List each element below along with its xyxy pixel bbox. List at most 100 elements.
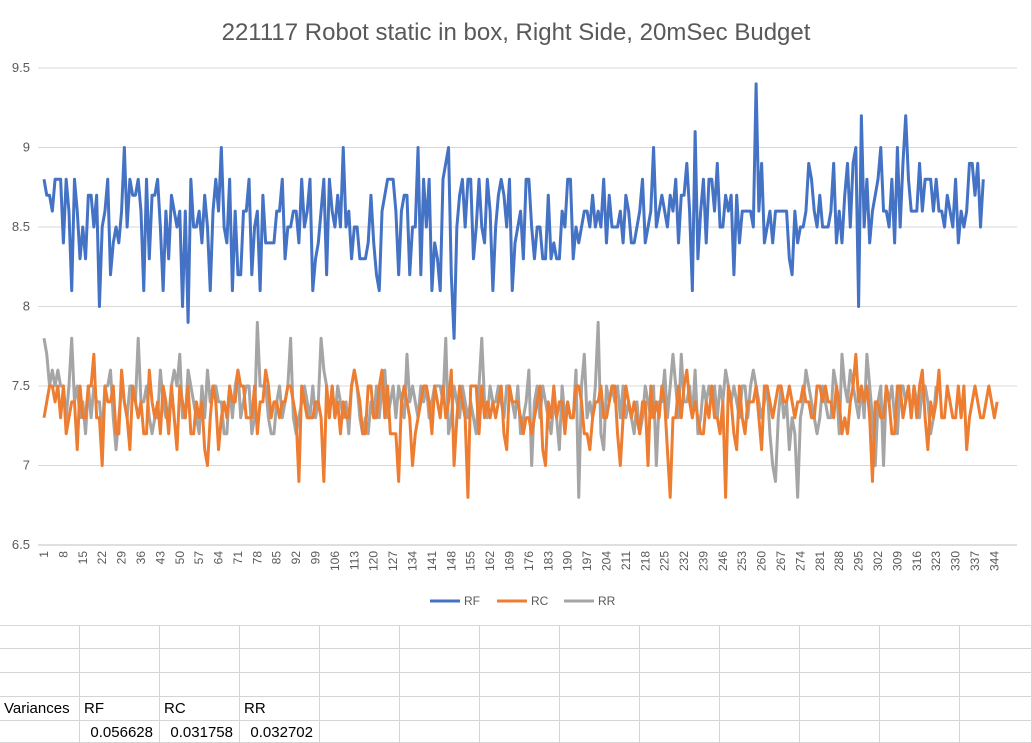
legend-label: RC <box>531 594 549 608</box>
sheet-cell[interactable] <box>400 649 480 673</box>
sheet-cell[interactable] <box>640 673 720 697</box>
x-tick-label: 162 <box>483 551 497 571</box>
x-tick-label: 337 <box>968 551 982 571</box>
header-cell-rc[interactable]: RC <box>160 697 240 721</box>
sheet-cell[interactable] <box>560 697 640 721</box>
variance-cell-rc[interactable]: 0.031758 <box>160 721 240 743</box>
x-tick-label: 274 <box>793 551 807 571</box>
sheet-cell[interactable] <box>240 649 320 673</box>
x-tick-label: 99 <box>309 551 323 565</box>
sheet-cell[interactable] <box>400 626 480 649</box>
sheet-cell[interactable] <box>720 673 800 697</box>
sheet-cell[interactable] <box>480 721 560 743</box>
sheet-cell[interactable] <box>880 626 960 649</box>
sheet-cell[interactable] <box>720 626 800 649</box>
sheet-cell[interactable] <box>640 649 720 673</box>
sheet-cell[interactable] <box>880 649 960 673</box>
x-tick-label: 36 <box>134 551 148 565</box>
sheet-cell[interactable] <box>880 673 960 697</box>
y-tick-label: 6.5 <box>12 537 30 552</box>
y-tick-label: 9 <box>23 140 30 155</box>
variance-cell-rr[interactable]: 0.032702 <box>240 721 320 743</box>
sheet-cell[interactable] <box>480 697 560 721</box>
x-tick-label: 155 <box>464 551 478 571</box>
x-tick-label: 1 <box>37 551 51 558</box>
header-cell-rf[interactable]: RF <box>80 697 160 721</box>
sheet-cell[interactable] <box>80 649 160 673</box>
legend-item-rr[interactable]: RR <box>564 594 616 608</box>
sheet-cell[interactable] <box>320 626 400 649</box>
x-tick-label: 106 <box>328 551 342 571</box>
sheet-cell[interactable] <box>480 626 560 649</box>
sheet-cell[interactable] <box>800 721 880 743</box>
sheet-cell[interactable] <box>560 626 640 649</box>
legend-item-rf[interactable]: RF <box>430 594 480 608</box>
gridlines <box>38 67 1017 546</box>
sheet-cell[interactable] <box>320 697 400 721</box>
sheet-cell[interactable] <box>480 673 560 697</box>
sheet-cell[interactable] <box>80 626 160 649</box>
sheet-cell[interactable] <box>0 649 80 673</box>
sheet-cell[interactable] <box>320 721 400 743</box>
legend-item-rc[interactable]: RC <box>497 594 549 608</box>
header-cell-rr[interactable]: RR <box>240 697 320 721</box>
x-tick-label: 134 <box>406 551 420 571</box>
sheet-cell[interactable] <box>960 626 1032 649</box>
variances-label-cell[interactable]: Variances <box>0 697 80 721</box>
sheet-cell[interactable] <box>80 673 160 697</box>
sheet-cell[interactable] <box>240 673 320 697</box>
sheet-cell[interactable] <box>560 649 640 673</box>
sheet-cell[interactable] <box>160 649 240 673</box>
sheet-cell[interactable] <box>720 649 800 673</box>
chart-title: 221117 Robot static in box, Right Side, … <box>222 19 811 46</box>
sheet-cell[interactable] <box>0 721 80 743</box>
sheet-cell[interactable] <box>400 721 480 743</box>
sheet-cell[interactable] <box>960 721 1032 743</box>
sheet-cell[interactable] <box>0 673 80 697</box>
x-tick-label: 92 <box>289 551 303 565</box>
x-tick-label: 197 <box>580 551 594 571</box>
spreadsheet-grid: Variances RF RC RR 0.056628 0.031758 0.0… <box>0 626 1032 743</box>
sheet-cell[interactable] <box>720 721 800 743</box>
sheet-cell[interactable] <box>960 697 1032 721</box>
sheet-cell[interactable] <box>400 697 480 721</box>
sheet-cell[interactable] <box>560 673 640 697</box>
sheet-cell[interactable] <box>720 697 800 721</box>
x-tick-label: 85 <box>270 551 284 565</box>
sheet-cell[interactable] <box>320 649 400 673</box>
sheet-cell[interactable] <box>0 626 80 649</box>
sheet-cell[interactable] <box>800 697 880 721</box>
sheet-cell[interactable] <box>640 697 720 721</box>
x-tick-label: 22 <box>95 551 109 565</box>
sheet-cell[interactable] <box>880 697 960 721</box>
sheet-cell[interactable] <box>800 626 880 649</box>
legend-label: RF <box>464 594 480 608</box>
x-tick-label: 288 <box>832 551 846 571</box>
sheet-cell[interactable] <box>800 673 880 697</box>
sheet-cell[interactable] <box>400 673 480 697</box>
sheet-cell[interactable] <box>960 649 1032 673</box>
x-tick-label: 295 <box>852 551 866 571</box>
sheet-cell[interactable] <box>240 626 320 649</box>
sheet-cell[interactable] <box>640 626 720 649</box>
sheet-cell[interactable] <box>320 673 400 697</box>
x-tick-label: 148 <box>444 551 458 571</box>
sheet-cell[interactable] <box>960 673 1032 697</box>
y-tick-label: 7.5 <box>12 378 30 393</box>
x-tick-label: 267 <box>774 551 788 571</box>
x-tick-label: 43 <box>153 551 167 565</box>
sheet-cell[interactable] <box>160 626 240 649</box>
series-lines <box>42 82 999 499</box>
sheet-cell[interactable] <box>480 649 560 673</box>
variance-cell-rf[interactable]: 0.056628 <box>80 721 160 743</box>
x-tick-label: 225 <box>658 551 672 571</box>
sheet-cell[interactable] <box>560 721 640 743</box>
y-axis-ticks: 6.5 7 7.5 8 8.5 9 9.5 <box>12 60 30 552</box>
series-line-rf <box>42 82 985 340</box>
x-tick-label: 204 <box>599 551 613 571</box>
x-tick-label: 253 <box>735 551 749 571</box>
sheet-cell[interactable] <box>160 673 240 697</box>
sheet-cell[interactable] <box>640 721 720 743</box>
sheet-cell[interactable] <box>800 649 880 673</box>
sheet-cell[interactable] <box>880 721 960 743</box>
